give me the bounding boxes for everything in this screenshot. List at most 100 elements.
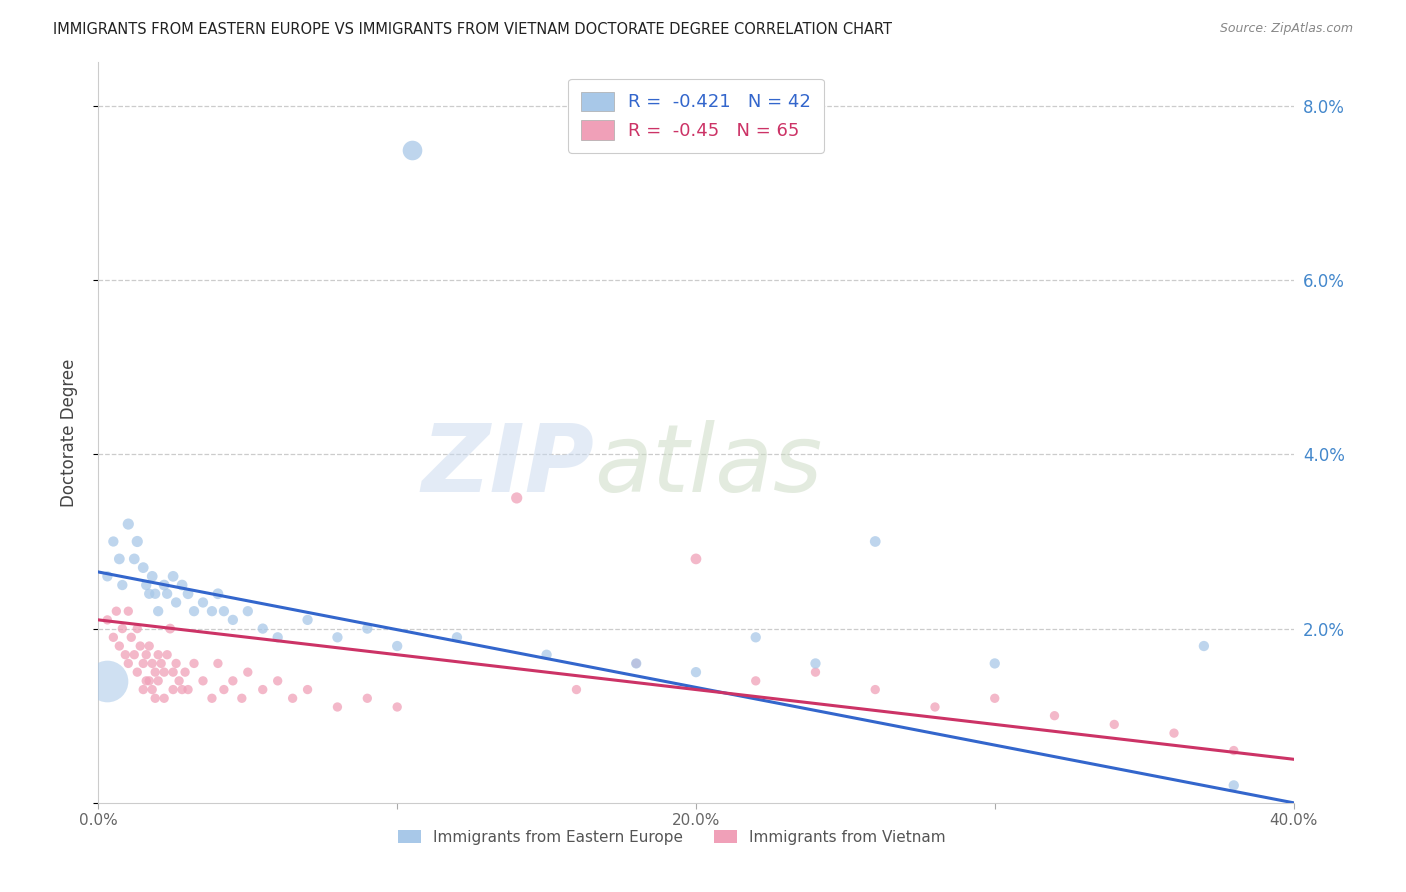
Point — [114, 648, 136, 662]
Point — [183, 657, 205, 671]
Point — [96, 569, 118, 583]
Point — [138, 639, 160, 653]
Point — [135, 673, 157, 688]
Point — [103, 534, 125, 549]
Point — [153, 691, 176, 706]
Point — [138, 673, 160, 688]
Point — [1192, 639, 1215, 653]
Point — [685, 552, 707, 566]
Point — [267, 673, 290, 688]
Point — [111, 578, 134, 592]
Point — [177, 682, 200, 697]
Point — [117, 517, 139, 532]
Point — [148, 673, 170, 688]
Point — [385, 639, 409, 653]
Point — [385, 700, 409, 714]
Point — [127, 622, 149, 636]
Point — [1043, 708, 1066, 723]
Point — [1223, 778, 1246, 792]
Point — [117, 604, 139, 618]
Point — [212, 604, 235, 618]
Point — [172, 682, 194, 697]
Point — [127, 534, 149, 549]
Point — [212, 682, 235, 697]
Point — [143, 665, 166, 680]
Point — [156, 587, 179, 601]
Point — [135, 578, 157, 592]
Point — [143, 587, 166, 601]
Point — [162, 682, 184, 697]
Point — [135, 648, 157, 662]
Point — [177, 587, 200, 601]
Point — [174, 665, 197, 680]
Point — [124, 648, 146, 662]
Point — [865, 682, 887, 697]
Point — [252, 622, 274, 636]
Point — [745, 630, 768, 644]
Point — [172, 578, 194, 592]
Point — [132, 657, 155, 671]
Point — [132, 682, 155, 697]
Point — [120, 630, 142, 644]
Point — [207, 587, 229, 601]
Point — [103, 630, 125, 644]
Point — [236, 604, 259, 618]
Point — [162, 665, 184, 680]
Point — [108, 552, 131, 566]
Point — [153, 665, 176, 680]
Point — [685, 665, 707, 680]
Point — [326, 630, 349, 644]
Point — [153, 578, 176, 592]
Point — [129, 639, 152, 653]
Point — [984, 691, 1007, 706]
Point — [506, 491, 529, 505]
Point — [1163, 726, 1185, 740]
Point — [148, 648, 170, 662]
Point — [141, 569, 163, 583]
Point — [1104, 717, 1126, 731]
Point — [111, 622, 134, 636]
Point — [96, 613, 118, 627]
Point — [326, 700, 349, 714]
Point — [252, 682, 274, 697]
Point — [127, 665, 149, 680]
Point — [231, 691, 253, 706]
Point — [201, 691, 224, 706]
Point — [281, 691, 304, 706]
Point — [865, 534, 887, 549]
Point — [356, 622, 378, 636]
Point — [165, 657, 187, 671]
Y-axis label: Doctorate Degree: Doctorate Degree — [59, 359, 77, 507]
Point — [804, 665, 827, 680]
Point — [356, 691, 378, 706]
Point — [745, 673, 768, 688]
Point — [222, 673, 245, 688]
Point — [236, 665, 259, 680]
Point — [156, 648, 179, 662]
Text: IMMIGRANTS FROM EASTERN EUROPE VS IMMIGRANTS FROM VIETNAM DOCTORATE DEGREE CORRE: IMMIGRANTS FROM EASTERN EUROPE VS IMMIGR… — [53, 22, 893, 37]
Point — [191, 595, 214, 609]
Point — [446, 630, 468, 644]
Point — [96, 673, 118, 688]
Point — [108, 639, 131, 653]
Point — [626, 657, 648, 671]
Point — [804, 657, 827, 671]
Point — [124, 552, 146, 566]
Point — [150, 657, 173, 671]
Text: atlas: atlas — [595, 420, 823, 511]
Point — [297, 682, 319, 697]
Point — [222, 613, 245, 627]
Point — [162, 569, 184, 583]
Point — [565, 682, 588, 697]
Point — [297, 613, 319, 627]
Point — [924, 700, 946, 714]
Text: Source: ZipAtlas.com: Source: ZipAtlas.com — [1219, 22, 1353, 36]
Legend: Immigrants from Eastern Europe, Immigrants from Vietnam: Immigrants from Eastern Europe, Immigran… — [392, 823, 952, 851]
Point — [267, 630, 290, 644]
Point — [143, 691, 166, 706]
Point — [201, 604, 224, 618]
Point — [167, 673, 190, 688]
Point — [141, 682, 163, 697]
Text: ZIP: ZIP — [422, 420, 595, 512]
Point — [148, 604, 170, 618]
